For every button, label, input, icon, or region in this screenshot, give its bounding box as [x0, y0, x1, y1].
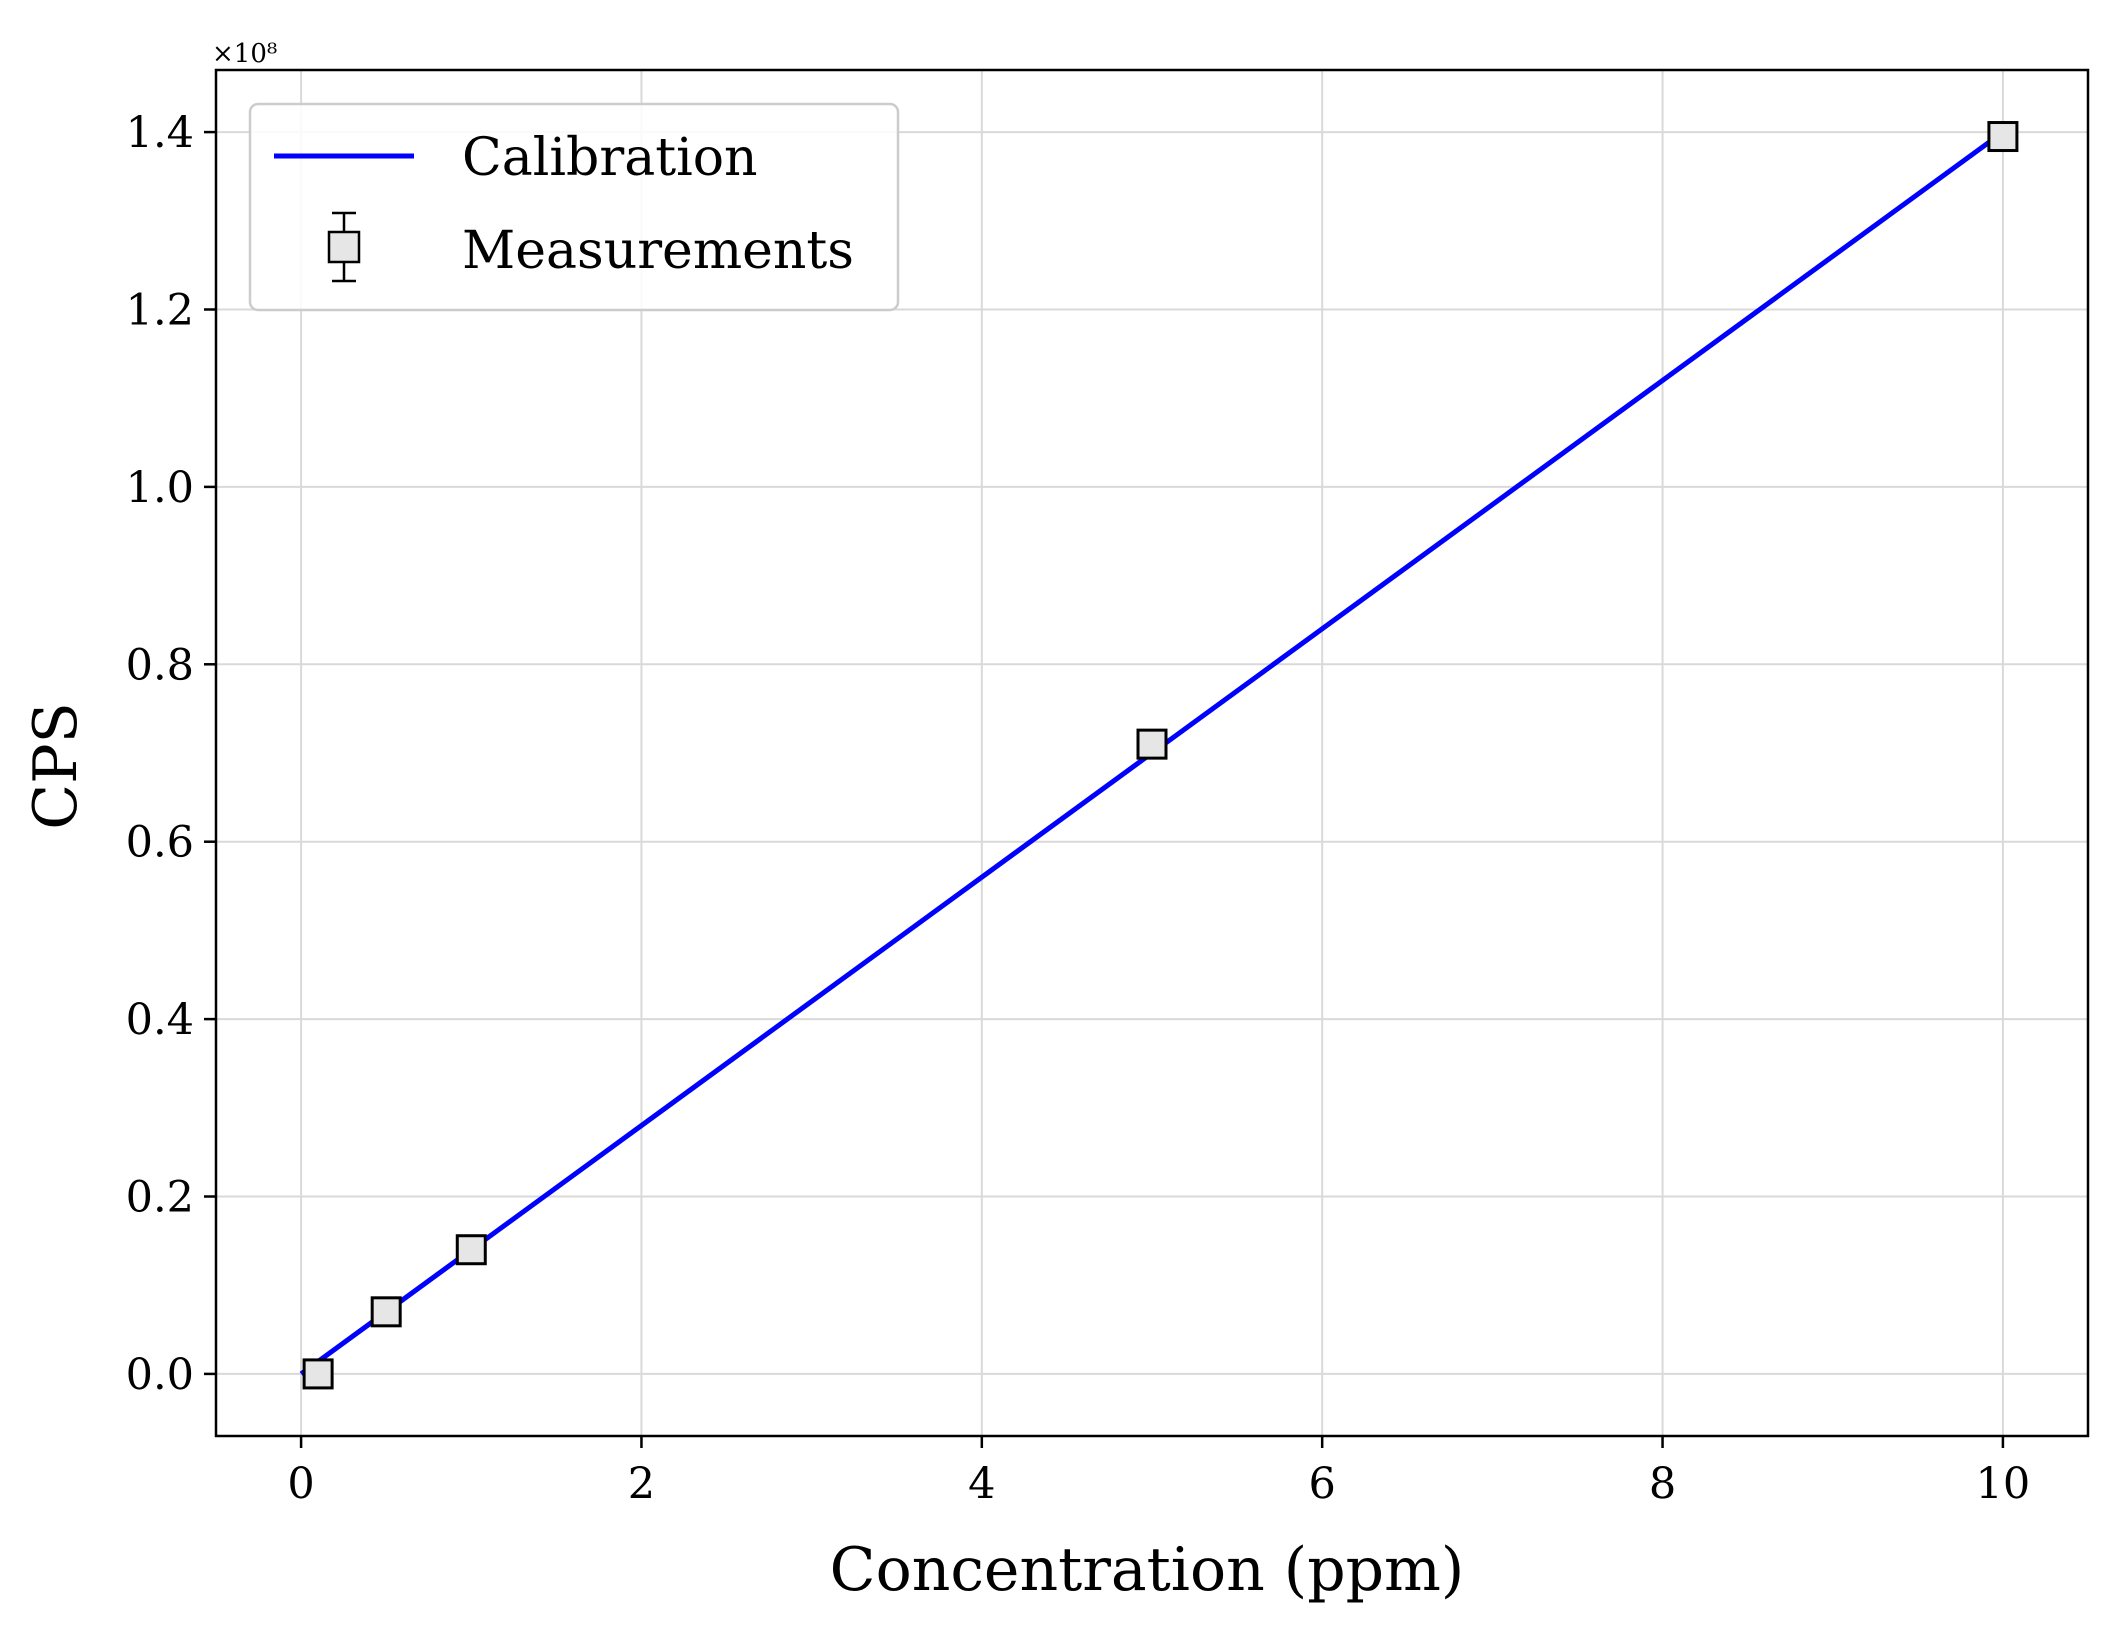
y-tick-label: 0.4	[126, 995, 194, 1045]
plot-series	[299, 121, 2019, 1390]
measurement-point	[1136, 728, 1168, 760]
x-tick-label: 2	[628, 1459, 655, 1509]
y-tick-label: 0.6	[126, 818, 194, 868]
x-tick-label: 6	[1309, 1459, 1336, 1509]
measurement-point	[455, 1234, 487, 1266]
legend: Calibration Measurements	[248, 102, 900, 312]
measurement-point	[1987, 121, 2019, 153]
measurement-point	[302, 1358, 334, 1390]
y-tick-label: 0.2	[126, 1173, 194, 1223]
grid	[216, 70, 2088, 1436]
y-axis-offset-label: ×10⁸	[212, 39, 277, 69]
y-tick-label: 1.0	[126, 463, 194, 513]
y-tick-label: 0.8	[126, 640, 194, 690]
x-tick-label: 4	[968, 1459, 995, 1509]
legend-measurements-label: Measurements	[462, 221, 854, 281]
legend-measurements-swatch	[327, 211, 361, 283]
measurement-point	[370, 1296, 402, 1328]
axis-ticks: 0 2 4 6 8 10 0.0 0.2 0.4 0.6 0.8 1.0 1.2 1.4	[126, 108, 2031, 1509]
y-tick-label: 1.4	[126, 108, 194, 158]
y-tick-label: 0.0	[126, 1350, 194, 1400]
x-tick-label: 10	[1976, 1459, 2031, 1509]
y-tick-label: 1.2	[126, 285, 194, 335]
x-tick-label: 8	[1649, 1459, 1676, 1509]
x-tick-label: 0	[287, 1459, 314, 1509]
legend-calibration-label: Calibration	[462, 128, 758, 188]
x-axis-label: Concentration (ppm)	[830, 1535, 1465, 1605]
axes-frame	[214, 68, 2090, 1438]
y-axis-label: CPS	[21, 702, 91, 829]
